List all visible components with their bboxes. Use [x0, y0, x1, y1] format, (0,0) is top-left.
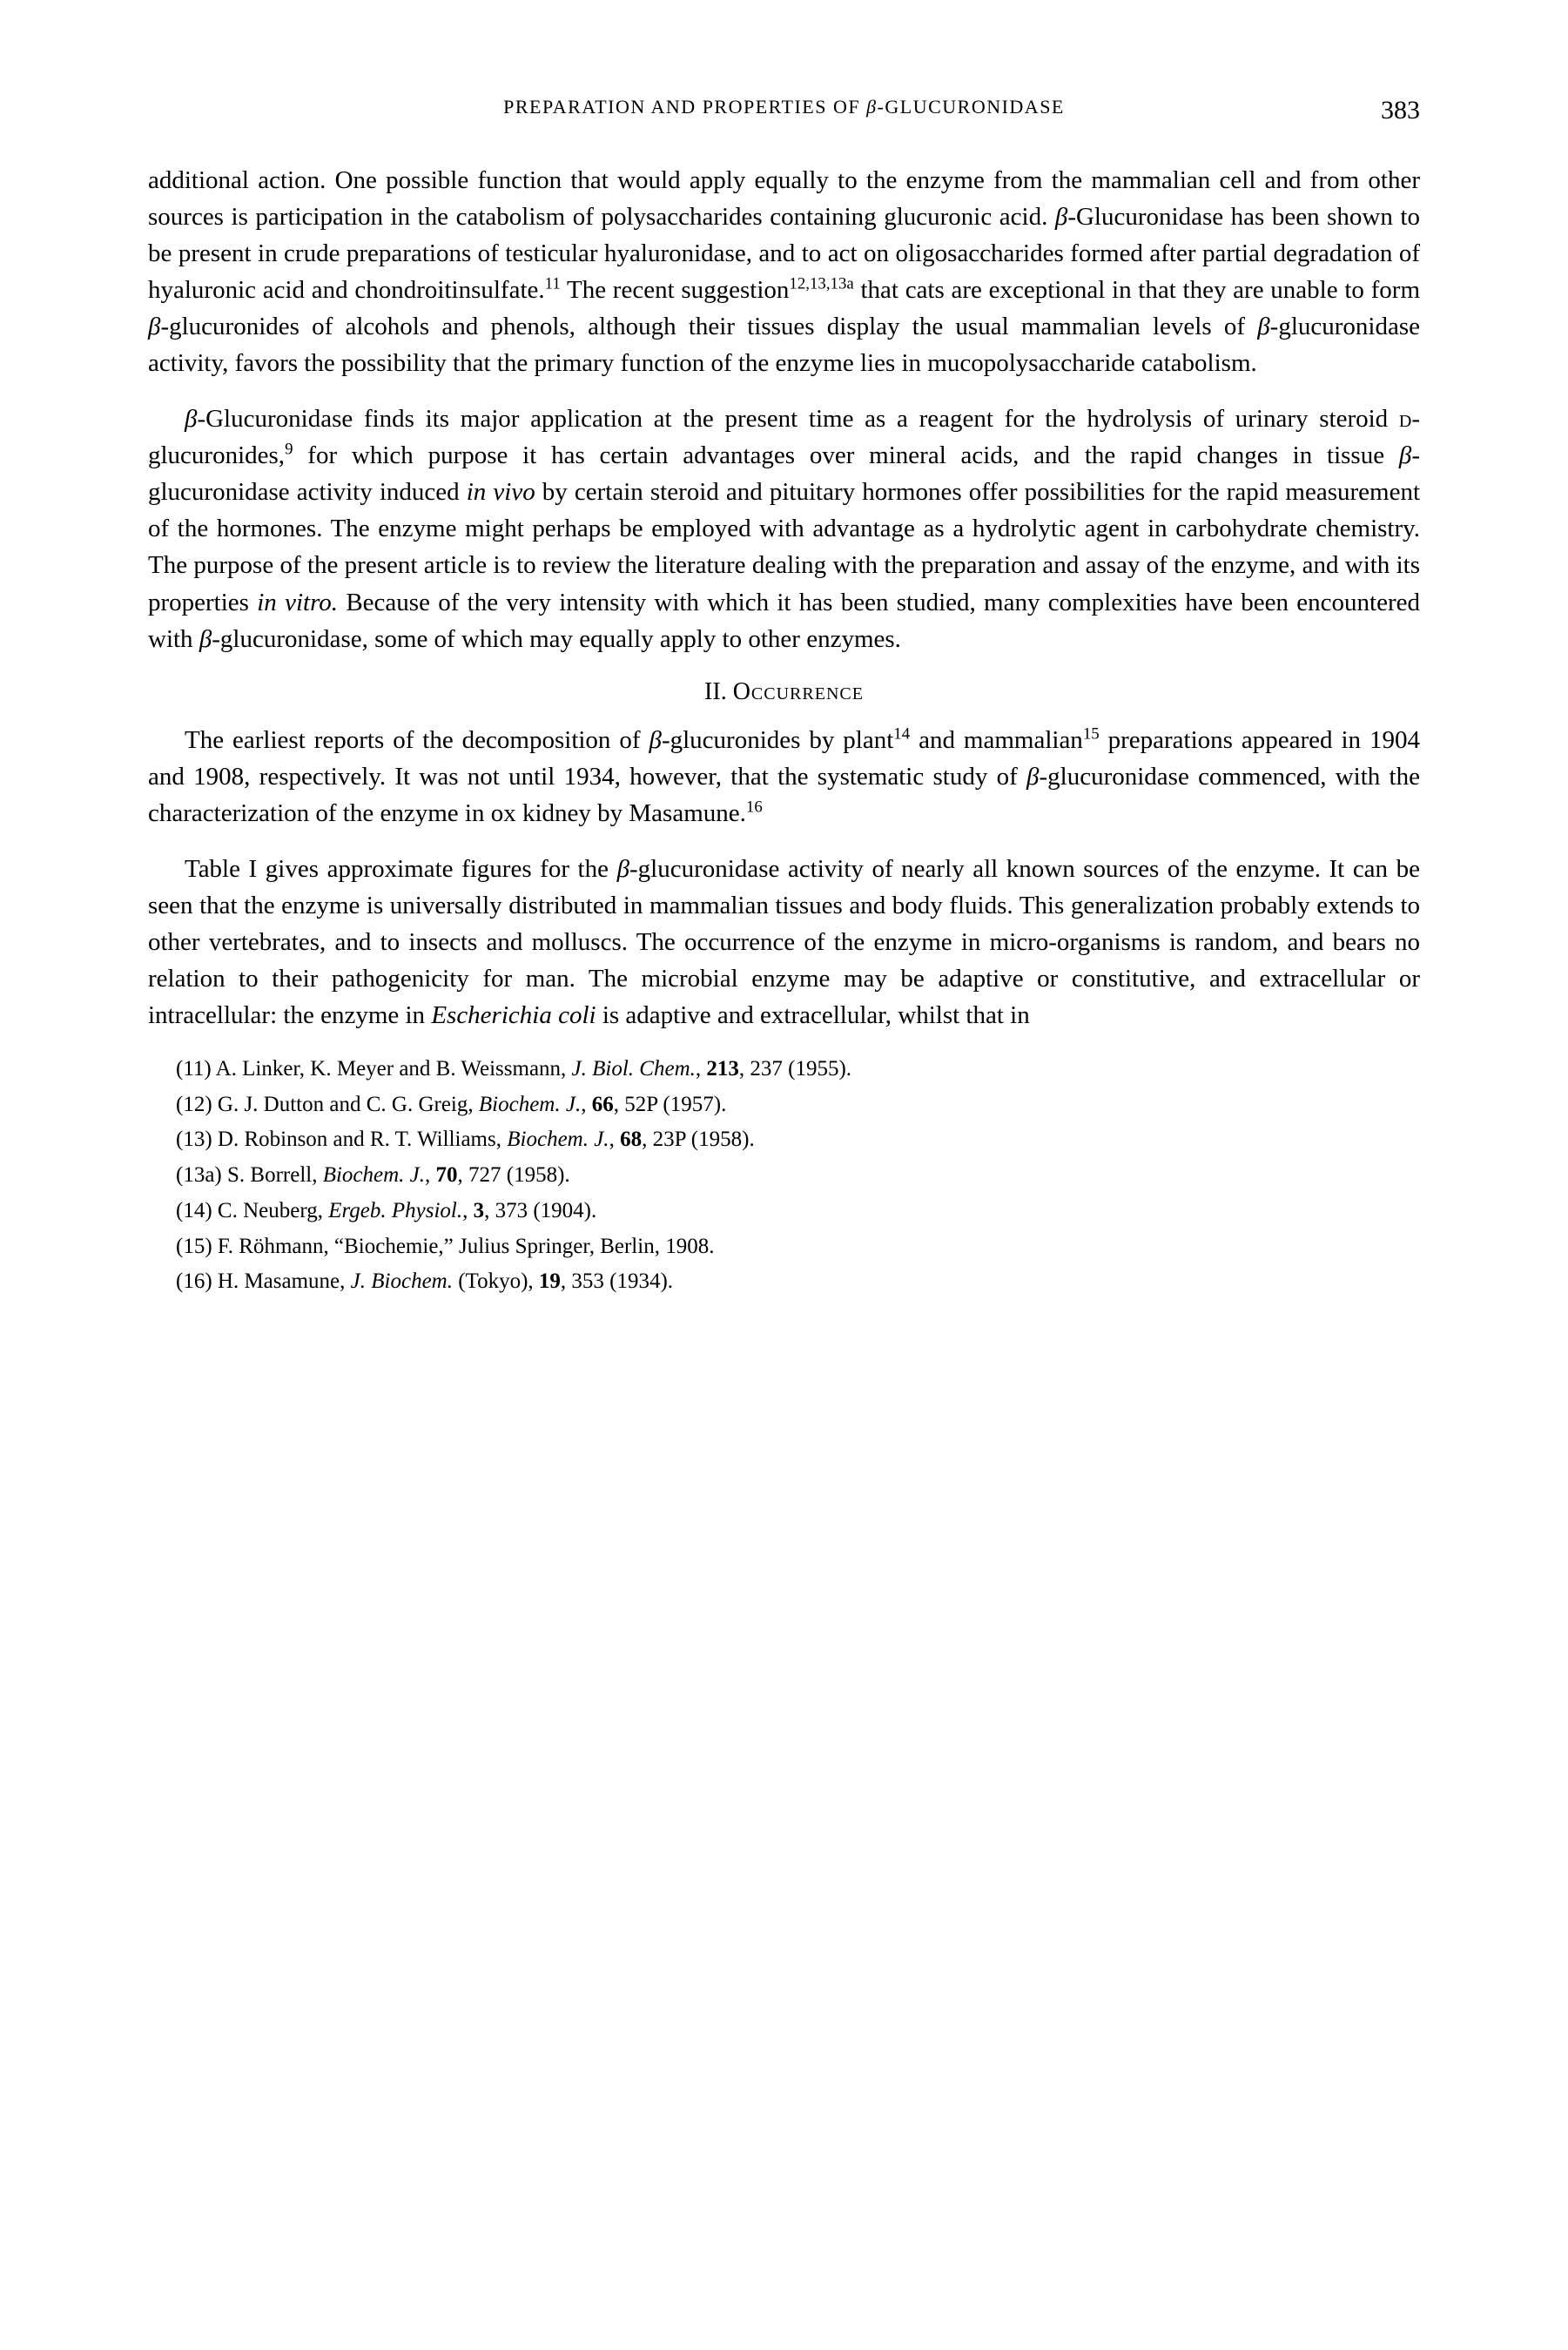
paragraph-4: Table I gives approximate figures for th… — [148, 851, 1420, 1034]
section-number: II. — [704, 678, 727, 705]
reference-11: (11) A. Linker, K. Meyer and B. Weissman… — [148, 1053, 1420, 1087]
section-title: Occurrence — [733, 678, 864, 705]
paragraph-2: β-Glucuronidase finds its major applicat… — [148, 401, 1420, 657]
paragraph-1: additional action. One possible function… — [148, 162, 1420, 381]
section-heading: II. Occurrence — [148, 678, 1420, 706]
reference-15: (15) F. Röhmann, “Biochemie,” Julius Spr… — [148, 1230, 1420, 1264]
reference-16: (16) H. Masamune, J. Biochem. (Tokyo), 1… — [148, 1265, 1420, 1299]
running-title: PREPARATION AND PROPERTIES OF β-GLUCURON… — [503, 96, 1065, 118]
paragraph-3: The earliest reports of the decompositio… — [148, 722, 1420, 832]
reference-13: (13) D. Robinson and R. T. Williams, Bio… — [148, 1123, 1420, 1157]
references-list: (11) A. Linker, K. Meyer and B. Weissman… — [148, 1053, 1420, 1299]
reference-12: (12) G. J. Dutton and C. G. Greig, Bioch… — [148, 1088, 1420, 1122]
running-head: PREPARATION AND PROPERTIES OF β-GLUCURON… — [148, 96, 1420, 118]
page-number: 383 — [1381, 96, 1420, 125]
reference-14: (14) C. Neuberg, Ergeb. Physiol., 3, 373… — [148, 1195, 1420, 1229]
reference-13a: (13a) S. Borrell, Biochem. J., 70, 727 (… — [148, 1159, 1420, 1193]
